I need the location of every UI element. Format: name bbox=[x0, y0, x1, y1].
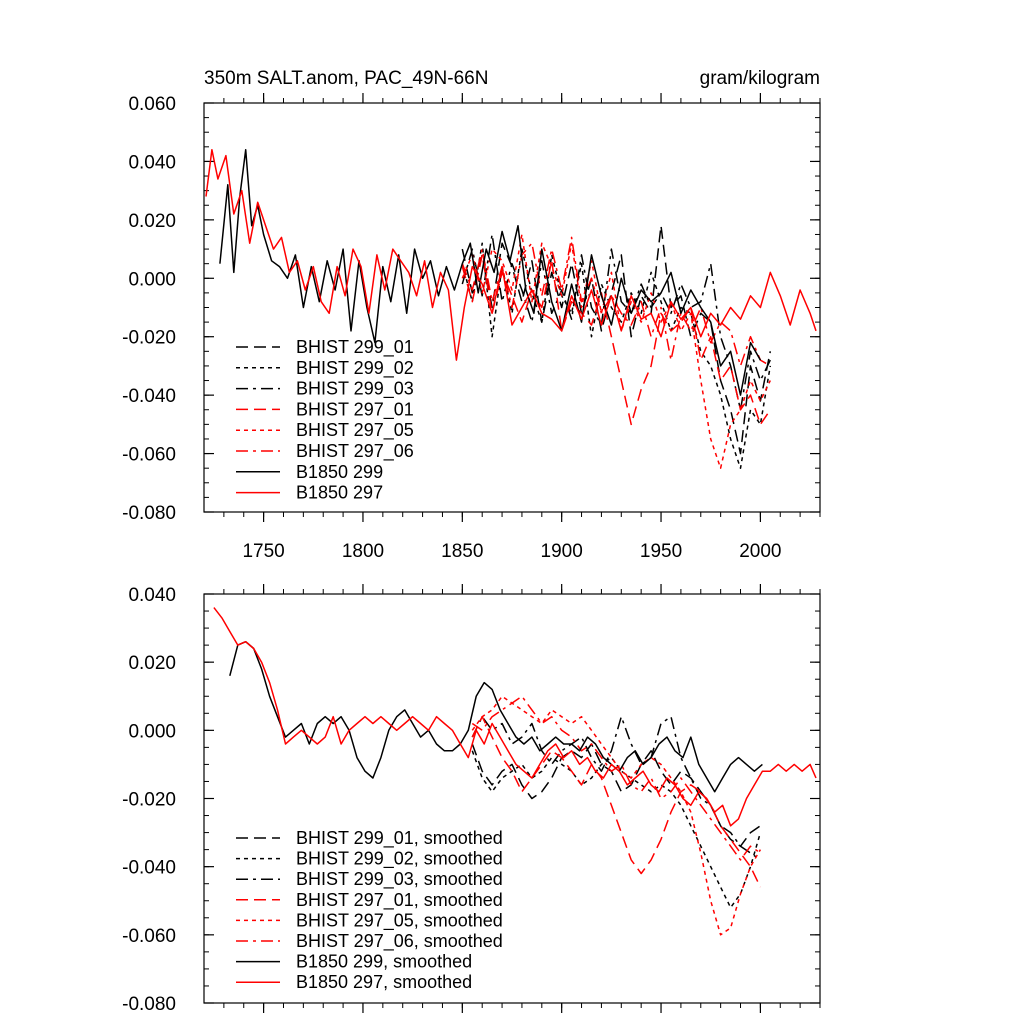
chart-top-xtick-label: 2000 bbox=[739, 541, 781, 562]
chart-bottom-series-line-0 bbox=[471, 743, 761, 847]
chart-top: 350m SALT.anom, PAC_49N-66N gram/kilogra… bbox=[122, 68, 821, 562]
chart-bottom-legend-label: BHIST 297_01, smoothed bbox=[296, 890, 503, 911]
chart-top-ytick-label: 0.040 bbox=[128, 152, 176, 173]
chart-bottom-legend-label: BHIST 299_03, smoothed bbox=[296, 869, 503, 890]
chart-top-series-line-4 bbox=[461, 233, 771, 469]
chart-top-ytick-label: -0.020 bbox=[122, 328, 176, 349]
chart-top-ytick-label: 0.020 bbox=[128, 211, 176, 232]
chart-top-xtick-label: 1950 bbox=[640, 541, 682, 562]
chart-bottom-ytick-label: -0.020 bbox=[122, 790, 176, 811]
chart-bottom-series-group bbox=[213, 607, 817, 936]
chart-top-ytick-label: 0.060 bbox=[128, 94, 176, 115]
chart-top-legend-label: BHIST 297_06 bbox=[296, 441, 414, 462]
chart-top-plot-area: 0.060 0.040 0.020 0.000 -0.020 -0.040 -0.060 -0… bbox=[122, 93, 821, 562]
chart-top-xtick-label: 1850 bbox=[441, 541, 483, 562]
chart-top-legend-label: BHIST 299_01 bbox=[296, 337, 414, 358]
chart-bottom-ytick-label: -0.060 bbox=[122, 926, 176, 947]
chart-top-series-line-0 bbox=[461, 224, 772, 455]
chart-bottom-series-line-6 bbox=[229, 640, 763, 793]
chart-top-ytick-label: 0.000 bbox=[128, 269, 176, 290]
chart-top-series-line-6 bbox=[219, 148, 762, 396]
chart-bottom-ytick-label: 0.020 bbox=[128, 653, 176, 674]
chart-bottom-legend-label: B1850 297, smoothed bbox=[296, 972, 472, 992]
chart-top-legend-label: B1850 299 bbox=[296, 462, 383, 482]
chart-top-xtick-label: 1800 bbox=[342, 541, 384, 562]
chart-bottom-series-line-7 bbox=[213, 607, 817, 827]
chart-top-title-right: gram/kilogram bbox=[700, 68, 820, 89]
chart-top-xtick-label: 1900 bbox=[541, 541, 583, 562]
chart-bottom-ytick-label: 0.040 bbox=[128, 585, 176, 606]
chart-bottom-legend-label: BHIST 299_02, smoothed bbox=[296, 849, 503, 870]
chart-top-series-group bbox=[205, 148, 817, 469]
chart-bottom-ytick-label: 0.000 bbox=[128, 721, 176, 742]
chart-bottom-legend-label: BHIST 299_01, smoothed bbox=[296, 828, 503, 849]
chart-top-series-line-2 bbox=[461, 233, 771, 411]
chart-bottom-series-line-4 bbox=[471, 695, 762, 936]
chart-top-legend-label: B1850 297 bbox=[296, 483, 383, 503]
chart-bottom-legend-label: BHIST 297_06, smoothed bbox=[296, 931, 503, 952]
chart-bottom: 0.040 0.020 0.000 -0.020 -0.040 -0.060 -0.080 B… bbox=[122, 584, 821, 1015]
chart-top-ytick-label: -0.060 bbox=[122, 445, 176, 466]
chart-bottom-legend-label: BHIST 297_05, smoothed bbox=[296, 910, 503, 931]
chart-bottom-ytick-label: -0.040 bbox=[122, 858, 176, 879]
chart-bottom-legend-label: B1850 299, smoothed bbox=[296, 952, 472, 972]
chart-top-legend-label: BHIST 299_03 bbox=[296, 379, 414, 400]
chart-top-series-line-3 bbox=[461, 254, 771, 426]
chart-top-legend-label: BHIST 299_02 bbox=[296, 358, 414, 379]
chart-bottom-plot-area: 0.040 0.020 0.000 -0.020 -0.040 -0.060 -0.080 B… bbox=[122, 584, 821, 1015]
chart-top-ytick-label: -0.080 bbox=[122, 503, 176, 524]
chart-top-legend-label: BHIST 297_05 bbox=[296, 420, 414, 441]
chart-top-legend-label: BHIST 297_01 bbox=[296, 399, 414, 420]
chart-bottom-series-line-1 bbox=[471, 750, 762, 909]
chart-top-series-line-7 bbox=[205, 148, 817, 361]
chart-top-title-left: 350m SALT.anom, PAC_49N-66N bbox=[204, 68, 488, 89]
chart-bottom-ytick-label: -0.080 bbox=[122, 994, 176, 1015]
chart-top-xtick-label: 1750 bbox=[242, 541, 284, 562]
chart-top-ytick-label: -0.040 bbox=[122, 386, 176, 407]
